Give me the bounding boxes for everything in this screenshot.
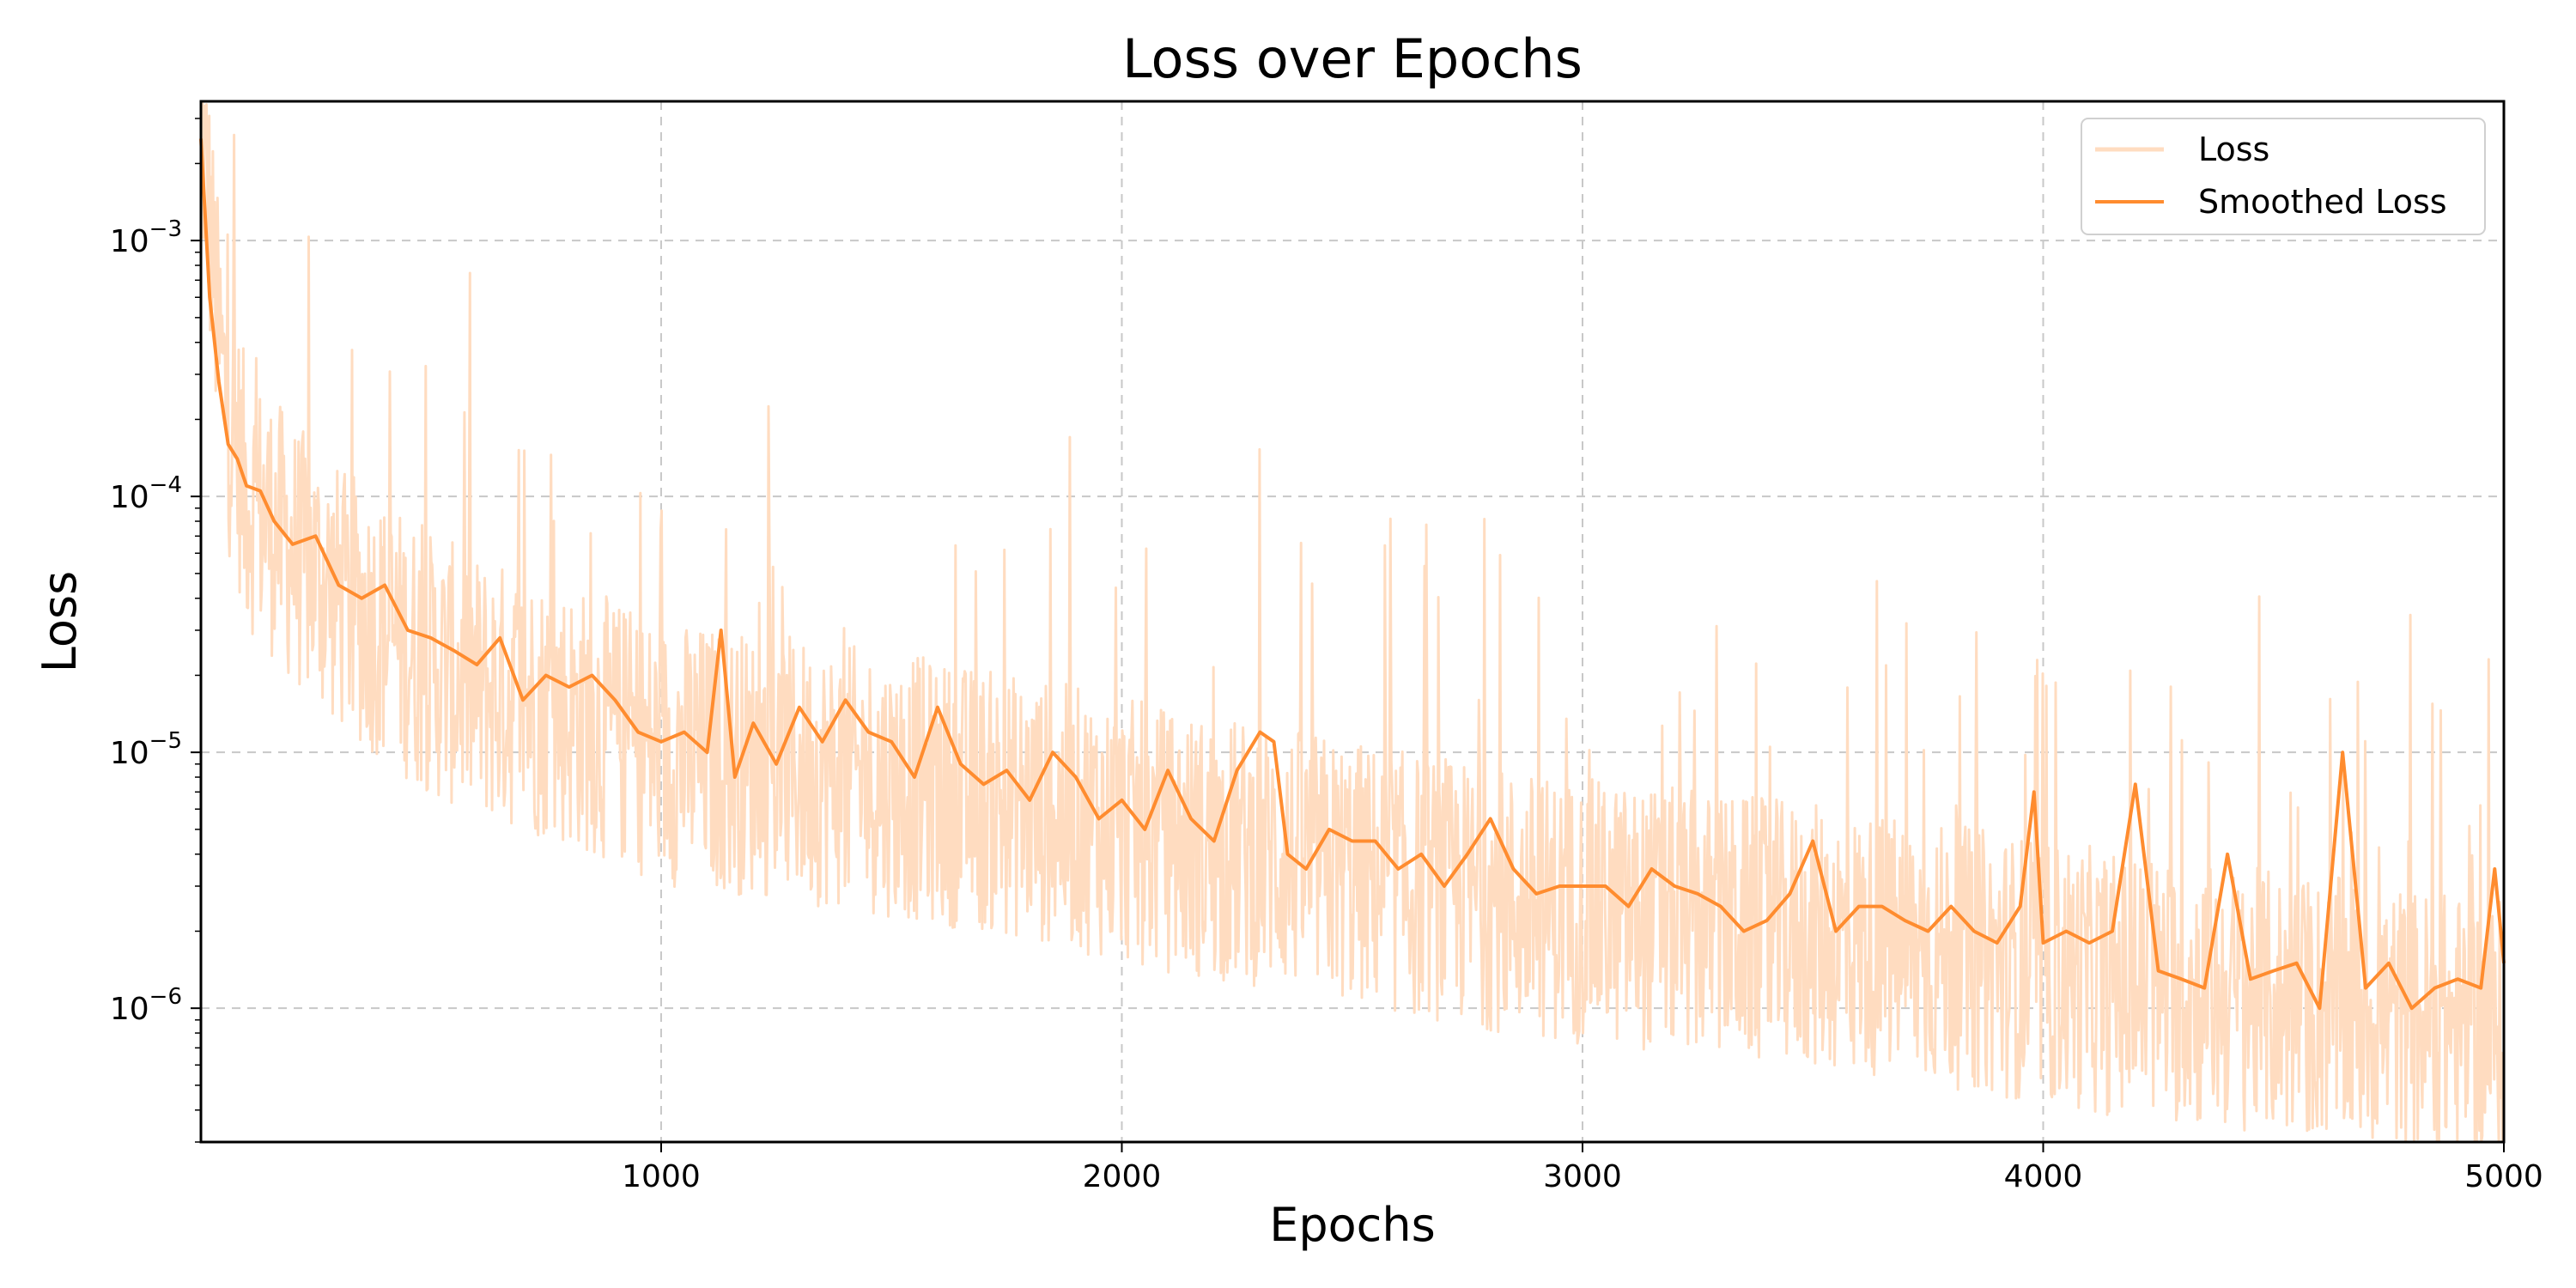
x-tick-label: 3000 xyxy=(1543,1159,1622,1194)
legend: Loss Smoothed Loss xyxy=(2081,118,2486,235)
y-axis-label: Loss xyxy=(33,571,87,672)
x-axis-label: Epochs xyxy=(1269,1198,1435,1252)
legend-label-loss: Loss xyxy=(2198,131,2269,168)
x-tick-label: 2000 xyxy=(1083,1159,1162,1194)
legend-label-smoothed-loss: Smoothed Loss xyxy=(2198,183,2447,221)
plot-area xyxy=(199,100,2506,1144)
y-tick-label: 10−3 xyxy=(110,216,182,259)
x-tick-label: 5000 xyxy=(2464,1159,2543,1194)
y-tick-label: 10−6 xyxy=(110,984,182,1027)
x-tick-label: 4000 xyxy=(2004,1159,2083,1194)
x-tick-label: 1000 xyxy=(622,1159,701,1194)
legend-box xyxy=(2081,118,2486,235)
x-axis: 1000 2000 3000 4000 5000 xyxy=(622,1142,2543,1194)
plot-frame xyxy=(199,100,2506,1144)
y-axis: 10−6 10−5 10−4 10−3 xyxy=(110,118,201,1143)
y-tick-label: 10−4 xyxy=(110,472,182,515)
chart-title: Loss over Epochs xyxy=(1122,27,1583,90)
y-tick-label: 10−5 xyxy=(110,728,182,771)
series-smoothed-loss-line xyxy=(199,138,2506,1011)
